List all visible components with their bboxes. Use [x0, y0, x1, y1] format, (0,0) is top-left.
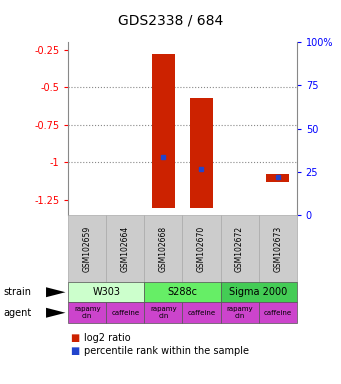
Text: GDS2338 / 684: GDS2338 / 684 — [118, 13, 223, 27]
Text: S288c: S288c — [167, 287, 197, 297]
Bar — [190, 98, 213, 207]
Text: rapamy
cin: rapamy cin — [74, 306, 101, 319]
Text: caffeine: caffeine — [264, 310, 292, 316]
Text: caffeine: caffeine — [188, 310, 216, 316]
Text: ■: ■ — [70, 333, 79, 343]
Text: rapamy
cin: rapamy cin — [226, 306, 253, 319]
Text: percentile rank within the sample: percentile rank within the sample — [84, 346, 249, 356]
Text: GSM102670: GSM102670 — [197, 225, 206, 272]
Text: ■: ■ — [70, 346, 79, 356]
Text: rapamy
cin: rapamy cin — [150, 306, 177, 319]
Text: strain: strain — [3, 287, 31, 297]
Text: GSM102659: GSM102659 — [83, 225, 92, 272]
Text: Sigma 2000: Sigma 2000 — [229, 287, 288, 297]
Text: GSM102664: GSM102664 — [121, 225, 130, 272]
Text: GSM102673: GSM102673 — [273, 225, 282, 272]
Text: log2 ratio: log2 ratio — [84, 333, 130, 343]
Bar — [152, 54, 175, 207]
Text: GSM102672: GSM102672 — [235, 225, 244, 272]
Text: agent: agent — [3, 308, 32, 318]
Text: W303: W303 — [92, 287, 120, 297]
Text: caffeine: caffeine — [111, 310, 139, 316]
Bar — [266, 174, 289, 182]
Text: GSM102668: GSM102668 — [159, 225, 168, 272]
